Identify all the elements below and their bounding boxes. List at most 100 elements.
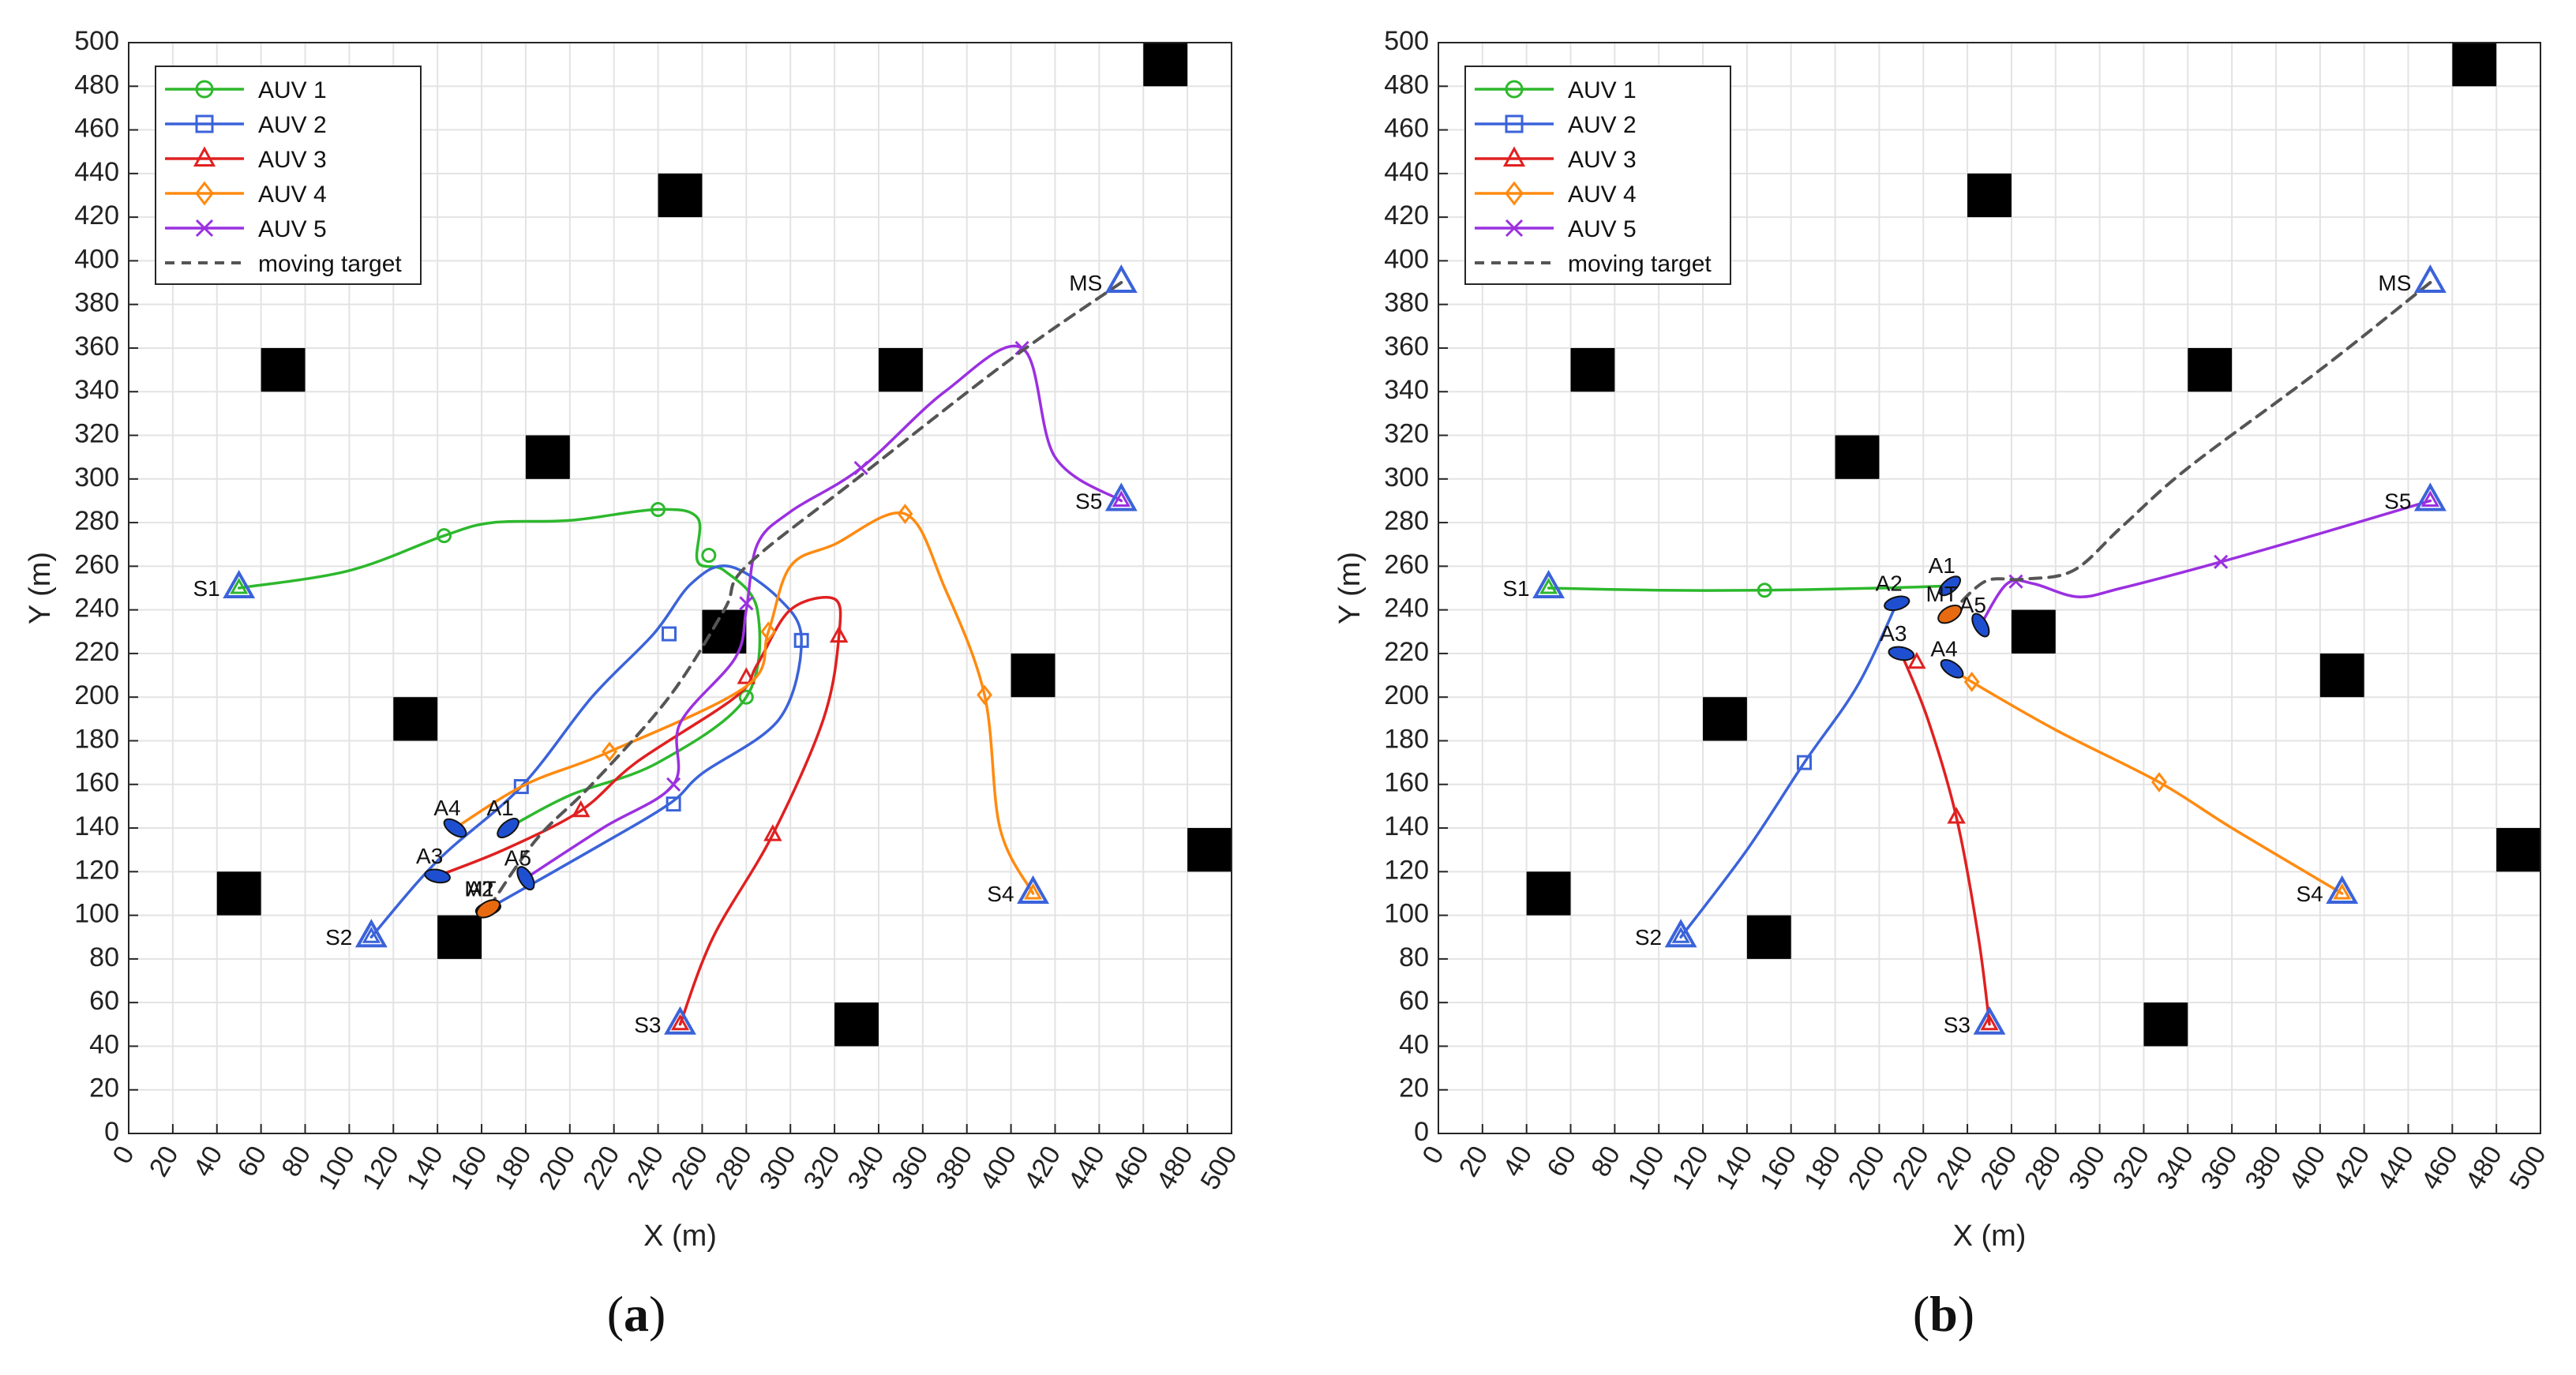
legend-label: AUV 4 [258,182,327,208]
x-tick-label: 500 [2503,1141,2552,1194]
legend-label: AUV 5 [1568,216,1637,242]
marker-auv-2 [662,626,677,642]
legend-marker-auv-3 [1502,146,1526,167]
y-axis-label: Y (m) [24,552,57,624]
marker-auv-3 [1947,807,1966,824]
auv-body [1938,575,1962,597]
end-label: A4 [433,796,460,820]
trajectory-auv-1 [1547,584,1952,592]
y-tick-label: 240 [1384,594,1429,624]
start-inner-triangle [2333,882,2352,900]
y-tick-label: 100 [1384,899,1429,929]
x-tick-label: 40 [1498,1141,1539,1182]
start-inner-triangle [1539,577,1558,594]
legend-marker-auv-4 [195,181,214,206]
end-label: A5 [504,846,531,871]
panel-a: 0 20 40 60 801001201401601802002202402602803… [24,26,1243,1342]
x-tick-label: 80 [276,1141,317,1182]
marker-auv-5 [666,777,681,792]
start-triangle [1104,264,1138,294]
legend-box [155,66,422,285]
y-tick-label: 500 [1384,26,1429,56]
obstacle [393,697,438,741]
x-tick-label: 100 [313,1141,361,1194]
trajectory-auv-4 [453,511,1035,895]
legend-box [1464,66,1731,285]
y-tick-label: 120 [1384,855,1429,885]
y-tick-label: 480 [74,69,119,99]
x-tick-label: 240 [621,1141,669,1194]
x-tick-label: 480 [1151,1141,1199,1194]
marker-auv-3 [1907,651,1926,669]
x-tick-label: 420 [1018,1141,1067,1194]
end-label: A1 [1929,553,1955,578]
legend: AUV 1 AUV 2 AUV 3 AUV 4 AUV 5 moving target [1464,66,1731,285]
y-tick-label: 400 [74,244,119,274]
obstacle [1526,871,1571,916]
marker-auv-2 [1796,755,1812,770]
y-tick-label: 120 [74,855,119,885]
start-inner-triangle [2420,490,2439,507]
legend-label: moving target [258,251,402,277]
marker-auv-1 [701,548,717,564]
series-auv-3 [436,595,849,1026]
x-axis-label: X (m) [643,1220,717,1253]
x-tick-label: 200 [1843,1141,1891,1194]
legend-marker-auv-1 [195,80,214,99]
x-tick-label: 220 [577,1141,625,1194]
x-tick-label: 180 [489,1141,537,1194]
y-tick-label: 80 [89,942,119,972]
start-label: MS [1069,271,1102,295]
end-label: MT [464,876,496,901]
series-moving-target [1948,281,2432,616]
y-tick-label: 440 [74,157,119,187]
obstacle [834,1002,879,1047]
y-tick-label: 80 [1399,942,1429,972]
x-tick-label: 440 [2372,1141,2420,1194]
start-triangle [664,1006,696,1035]
y-tick-label: 400 [1384,244,1429,274]
obstacle [2452,43,2497,87]
series-auv-1 [237,501,762,830]
obstacle [1703,697,1747,741]
x-tick-label: 460 [1107,1141,1155,1194]
y-tick-label: 260 [1384,549,1429,579]
obstacle [1835,435,1880,479]
series-auv-1 [1547,583,1952,598]
obstacle [1570,347,1615,392]
y-tick-label: 300 [1384,463,1429,493]
marker-auv-3 [829,625,849,643]
y-tick-label: 240 [74,594,119,624]
y-tick-label: 320 [1384,419,1429,449]
end-label: A2 [1876,571,1903,595]
legend-marker-auv-4 [1505,181,1524,206]
x-tick-label: 280 [2019,1141,2067,1194]
obstacle [437,915,482,959]
start-label: S2 [325,925,352,950]
y-tick-label: 140 [1384,811,1429,841]
auv-body [516,866,535,891]
start-triangle [354,919,388,948]
auv-body [424,868,451,884]
obstacle [216,871,261,916]
x-tick-label: 60 [232,1141,273,1182]
obstacle [2319,653,2364,698]
marker-auv-4 [2151,772,2167,792]
series-auv-2 [1679,601,1899,939]
trajectory-moving-target [486,281,1123,911]
trajectory-auv-4 [1950,667,2344,895]
legend-marker-auv-1 [1505,80,1524,99]
y-tick-label: 360 [1384,332,1429,362]
start-label: MS [2378,271,2411,295]
x-tick-label: 260 [666,1141,714,1194]
x-tick-label: 240 [1931,1141,1979,1194]
marker-auv-4 [760,621,777,643]
y-tick-label: 40 [89,1029,119,1059]
y-tick-label: 100 [74,899,119,929]
y-tick-label: 480 [1384,69,1429,99]
y-tick-label: 140 [74,811,119,841]
obstacle [2143,1002,2188,1047]
x-tick-label: 380 [2239,1141,2287,1194]
x-tick-label: 400 [2283,1141,2331,1194]
